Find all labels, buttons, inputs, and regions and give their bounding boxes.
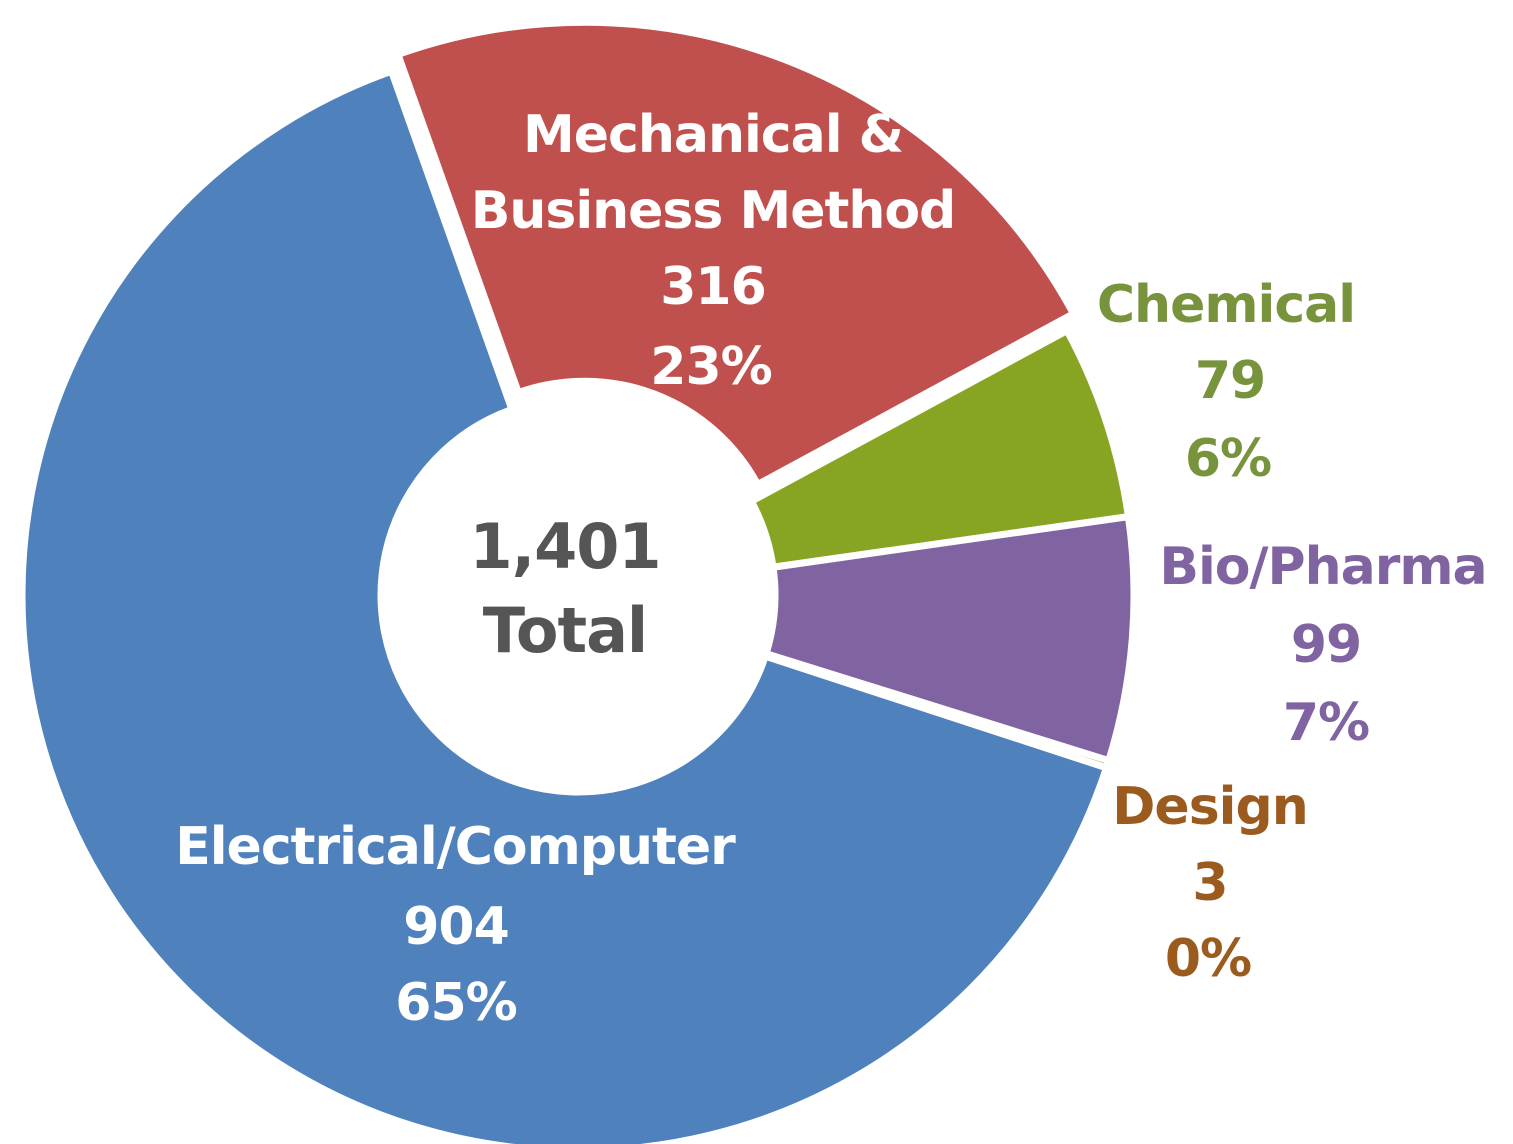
slice-name-line2: Business Method [471,181,956,241]
slice-percent: 65% [395,973,516,1033]
slice-name: Mechanical & [523,105,903,165]
label-mechanical: Mechanical & Business Method 316 23% [471,105,957,397]
slice-value: 99 [1291,615,1361,675]
label-design: Design 3 0% [1112,777,1308,989]
label-chemical: Chemical 79 6% [1097,275,1356,489]
total-label: Total [483,594,647,667]
slice-value: 3 [1192,853,1227,913]
slice-name: Design [1112,777,1307,837]
label-electrical: Electrical/Computer 904 65% [175,817,737,1033]
center-hole [381,398,775,792]
label-biopharma: Bio/Pharma 99 7% [1159,537,1487,753]
slice-percent: 7% [1283,693,1369,753]
slice-value: 316 [660,257,766,317]
slice-value: 904 [403,897,509,957]
slice-value: 79 [1195,351,1265,411]
slice-name: Bio/Pharma [1159,537,1486,597]
slice-percent: 23% [650,337,771,397]
slice-mechanical [393,18,1079,490]
slice-name: Chemical [1097,275,1355,335]
slice-percent: 0% [1165,929,1251,989]
slice-percent: 6% [1185,429,1271,489]
slice-name: Electrical/Computer [175,817,736,877]
total-value: 1,401 [469,510,660,583]
